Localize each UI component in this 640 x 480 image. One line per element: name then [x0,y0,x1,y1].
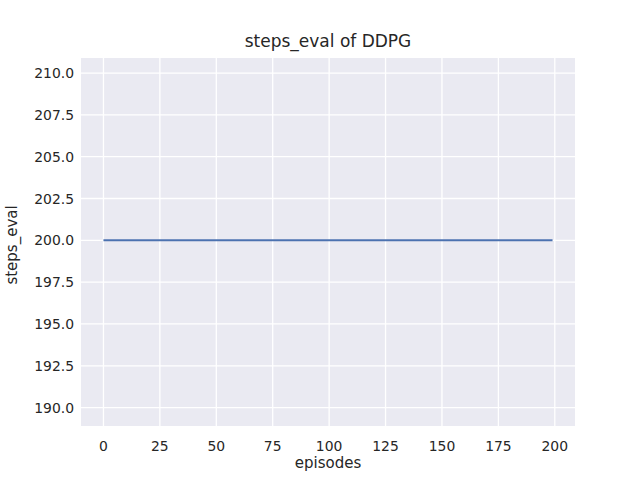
y-tick-label: 200.0 [34,232,74,248]
figure: 0255075100125150175200 190.0192.5195.019… [0,0,640,480]
x-tick-label: 150 [429,438,456,454]
x-axis-label: episodes [295,454,362,472]
x-tick-label: 175 [485,438,512,454]
y-axis-label: steps_eval [3,205,22,284]
chart-title: steps_eval of DDPG [245,31,412,52]
x-tick-label: 0 [99,438,108,454]
x-tick-label: 100 [316,438,343,454]
line-chart: 0255075100125150175200 190.0192.5195.019… [0,0,640,480]
x-tick-labels: 0 25 50 75 100 125 150 175 200 [99,438,568,454]
x-tick-label: 25 [151,438,169,454]
y-tick-label: 205.0 [34,149,74,165]
y-tick-label: 210.0 [34,65,74,81]
x-tick-label: 125 [372,438,399,454]
y-tick-label: 197.5 [34,274,74,290]
x-tick-label: 200 [542,438,569,454]
y-tick-label: 190.0 [34,400,74,416]
y-tick-labels: 190.0 192.5 195.0 197.5 200.0 202.5 205.0 207.5… [34,65,74,416]
y-tick-label: 192.5 [34,358,74,374]
x-tick-label: 50 [207,438,225,454]
x-tick-label: 75 [264,438,282,454]
y-tick-label: 207.5 [34,107,74,123]
y-tick-label: 195.0 [34,316,74,332]
plot-area [81,58,575,426]
y-tick-label: 202.5 [34,191,74,207]
